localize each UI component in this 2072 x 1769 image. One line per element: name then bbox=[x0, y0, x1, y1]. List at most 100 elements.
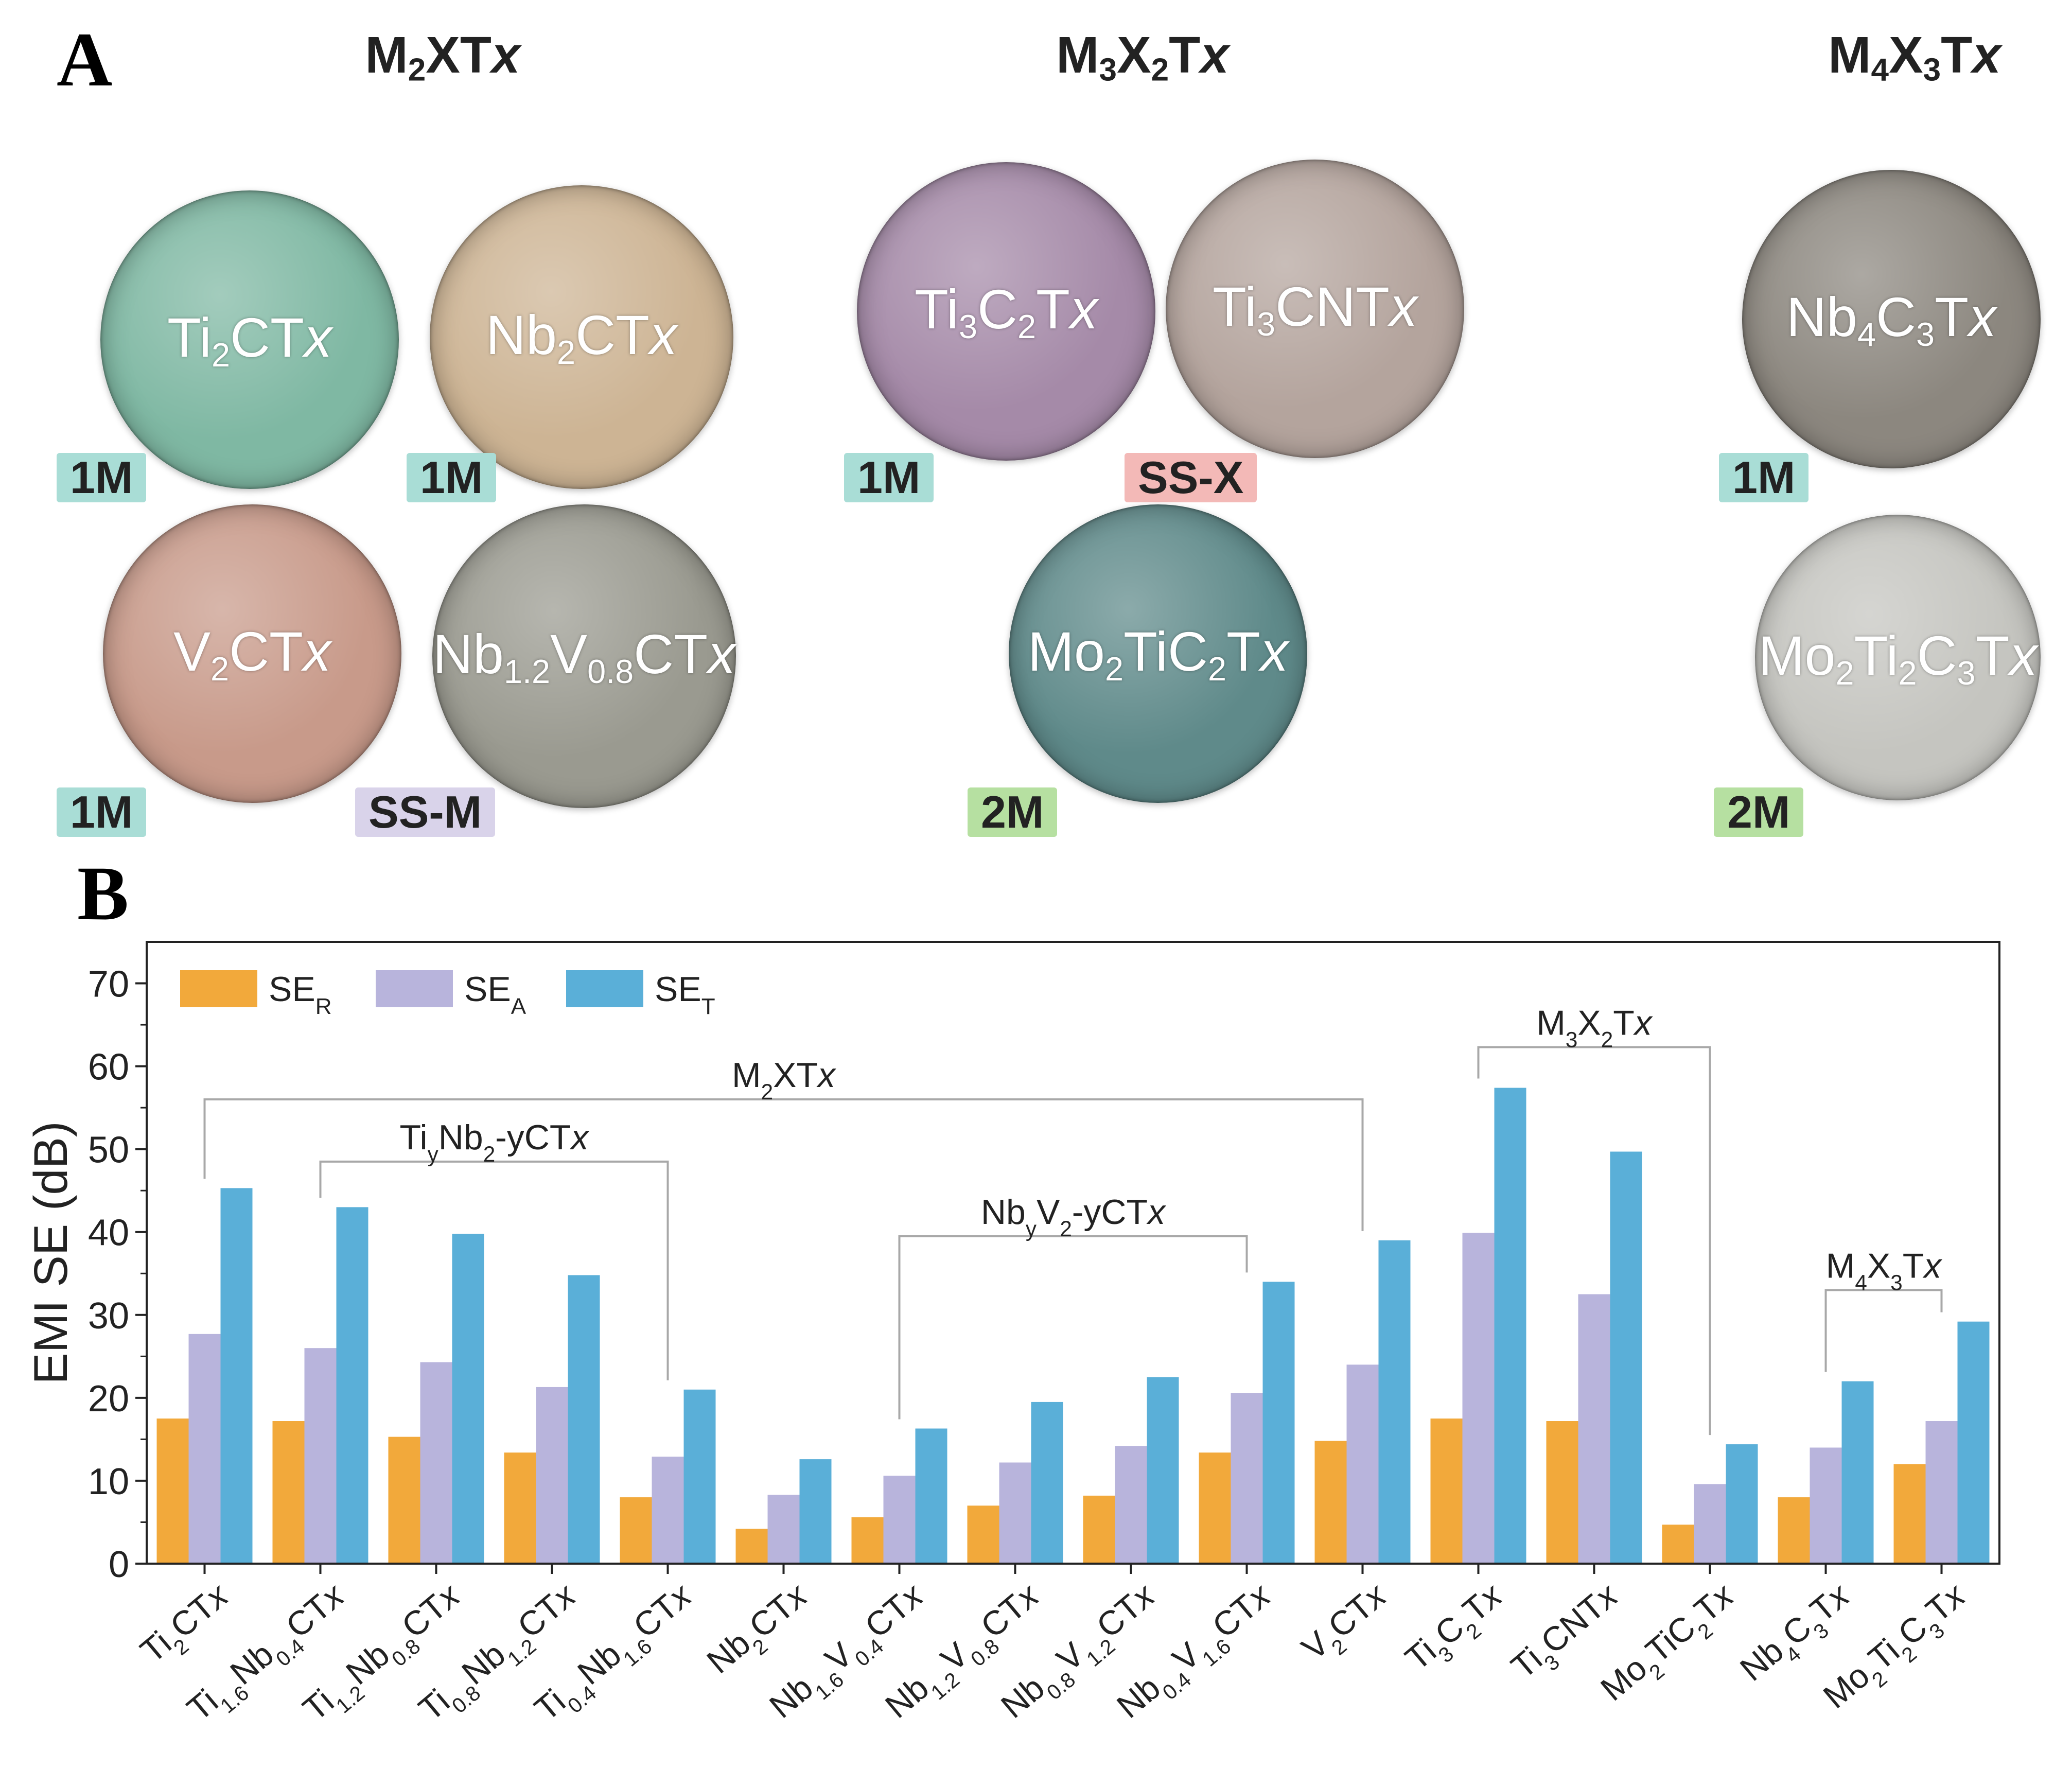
film-nb1-2v0-8ctx: Nb1.2V0.8CTx bbox=[432, 504, 736, 808]
bar-sea-4 bbox=[652, 1457, 684, 1564]
bracket-4 bbox=[1477, 1046, 1711, 1435]
bar-sea-8 bbox=[1115, 1446, 1147, 1564]
legend-label-ser: SER bbox=[269, 970, 332, 1019]
bar-ser-6 bbox=[851, 1517, 884, 1564]
film-label: Ti2CTx bbox=[167, 306, 332, 374]
bar-set-0 bbox=[220, 1188, 253, 1564]
bar-sea-13 bbox=[1694, 1484, 1726, 1564]
film-ti3cntx: Ti3CNTx bbox=[1166, 160, 1464, 458]
group-title-1: M2XTx bbox=[365, 26, 520, 88]
plot-frame bbox=[146, 941, 2000, 1565]
bar-ser-7 bbox=[967, 1505, 999, 1564]
film-label: Nb1.2V0.8CTx bbox=[432, 622, 736, 691]
bar-ser-3 bbox=[504, 1452, 536, 1564]
bar-sea-12 bbox=[1578, 1294, 1610, 1564]
y-tick-label: 30 bbox=[88, 1295, 129, 1337]
bar-ser-15 bbox=[1893, 1464, 1926, 1564]
film-ti2ctx: Ti2CTx bbox=[100, 190, 399, 489]
legend-label-set: SET bbox=[655, 970, 715, 1019]
bar-ser-0 bbox=[156, 1418, 189, 1564]
film-tag: SS-X bbox=[1125, 453, 1257, 502]
bar-ser-1 bbox=[272, 1421, 305, 1564]
bar-set-6 bbox=[915, 1428, 947, 1564]
legend-swatch-sea bbox=[376, 970, 453, 1007]
bracket-1 bbox=[203, 1098, 1364, 1231]
film-tag: 1M bbox=[57, 453, 147, 502]
bar-set-11 bbox=[1494, 1088, 1526, 1564]
bar-ser-8 bbox=[1083, 1495, 1115, 1564]
y-tick-label: 0 bbox=[109, 1544, 129, 1585]
film-nb2ctx: Nb2CTx bbox=[430, 185, 733, 489]
bracket-2 bbox=[319, 1160, 669, 1380]
bar-set-13 bbox=[1726, 1444, 1758, 1564]
film-label: Mo2Ti2C3Tx bbox=[1758, 624, 2038, 692]
bar-sea-9 bbox=[1231, 1393, 1263, 1564]
y-tick-label: 60 bbox=[88, 1047, 129, 1088]
film-label: Nb4C3Tx bbox=[1786, 285, 1997, 354]
bar-sea-5 bbox=[767, 1495, 800, 1564]
bar-sea-14 bbox=[1810, 1447, 1842, 1564]
bar-ser-11 bbox=[1430, 1418, 1463, 1564]
film-tag: 1M bbox=[57, 787, 147, 837]
bar-sea-0 bbox=[188, 1334, 221, 1564]
bar-set-2 bbox=[452, 1234, 484, 1564]
film-tag: 1M bbox=[407, 453, 497, 502]
bar-sea-2 bbox=[420, 1362, 452, 1564]
y-tick-label: 20 bbox=[88, 1378, 129, 1420]
film-tag: 2M bbox=[1714, 787, 1804, 837]
bar-set-3 bbox=[568, 1275, 600, 1564]
bar-set-5 bbox=[799, 1459, 832, 1564]
bar-sea-11 bbox=[1462, 1233, 1495, 1564]
film-tag: SS-M bbox=[355, 787, 495, 837]
film-label: Mo2TiC2Tx bbox=[1027, 620, 1289, 688]
film-label: Nb2CTx bbox=[485, 303, 678, 372]
bar-ser-13 bbox=[1662, 1525, 1694, 1564]
group-title-2: M3X2Tx bbox=[1056, 26, 1229, 88]
bracket-label-1: M2XTx bbox=[732, 1056, 836, 1104]
bar-sea-7 bbox=[999, 1462, 1031, 1564]
legend-swatch-ser bbox=[180, 970, 257, 1007]
y-axis-label: EMI SE (dB) bbox=[25, 1121, 77, 1384]
panel-b-letter: B bbox=[77, 851, 129, 936]
bar-set-8 bbox=[1147, 1377, 1179, 1564]
legend-label-sea: SEA bbox=[464, 970, 526, 1019]
bar-ser-12 bbox=[1546, 1421, 1578, 1564]
bar-sea-1 bbox=[304, 1348, 337, 1564]
film-nb4c3tx: Nb4C3Tx bbox=[1742, 170, 2041, 468]
bracket-label-5: M4X3Tx bbox=[1826, 1246, 1943, 1294]
film-tag: 2M bbox=[968, 787, 1058, 837]
bracket-3 bbox=[898, 1235, 1248, 1420]
bar-ser-10 bbox=[1314, 1441, 1347, 1564]
film-ti3c2tx: Ti3C2Tx bbox=[857, 162, 1155, 461]
x-tick-label: Nb2CTx bbox=[699, 1575, 820, 1688]
bar-sea-10 bbox=[1346, 1364, 1379, 1564]
bar-ser-9 bbox=[1199, 1452, 1231, 1564]
bar-set-9 bbox=[1262, 1282, 1295, 1564]
bar-ser-5 bbox=[735, 1529, 768, 1564]
film-label: Ti3CNTx bbox=[1213, 275, 1417, 343]
y-tick-label: 70 bbox=[88, 964, 129, 1005]
y-tick-label: 40 bbox=[88, 1213, 129, 1254]
legend-swatch-set bbox=[566, 970, 643, 1007]
bar-set-15 bbox=[1957, 1321, 1990, 1564]
y-tick-label: 50 bbox=[88, 1130, 129, 1171]
bar-set-12 bbox=[1610, 1151, 1642, 1564]
film-tag: 1M bbox=[844, 453, 934, 502]
bar-set-4 bbox=[683, 1389, 716, 1564]
bar-sea-3 bbox=[536, 1387, 568, 1564]
x-tick-label: V2CTx bbox=[1294, 1575, 1400, 1674]
bar-sea-15 bbox=[1925, 1421, 1958, 1564]
bar-set-14 bbox=[1841, 1381, 1874, 1564]
group-title-3: M4X3Tx bbox=[1828, 26, 2001, 88]
bar-set-7 bbox=[1031, 1402, 1063, 1564]
film-mo2ti2c3tx: Mo2Ti2C3Tx bbox=[1755, 515, 2041, 800]
film-label: V2CTx bbox=[173, 620, 331, 688]
bracket-label-3: NbyV2-yCTx bbox=[981, 1193, 1166, 1241]
bar-ser-14 bbox=[1778, 1497, 1810, 1564]
film-label: Ti3C2Tx bbox=[914, 277, 1098, 346]
bracket-5 bbox=[1824, 1289, 1943, 1372]
bar-set-10 bbox=[1378, 1240, 1411, 1564]
bracket-label-4: M3X2Tx bbox=[1536, 1004, 1653, 1052]
bracket-label-2: TiyNb2-yCTx bbox=[400, 1118, 590, 1166]
